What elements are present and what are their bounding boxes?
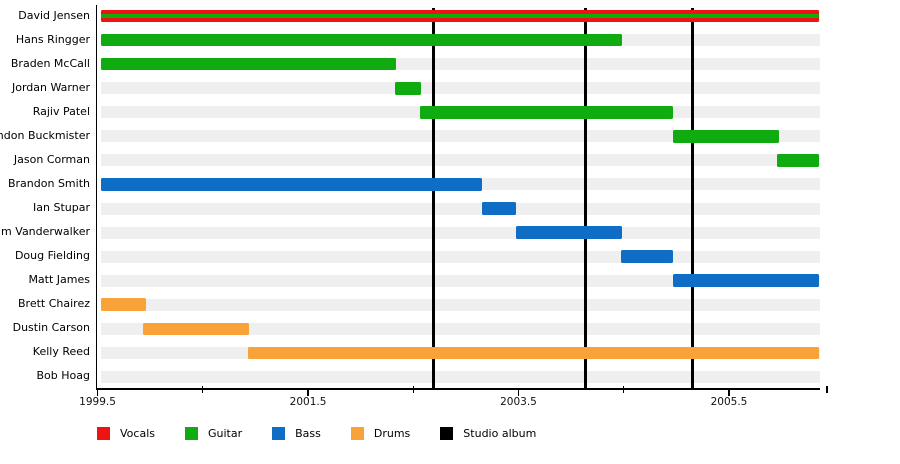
member-track (100, 274, 820, 287)
member-track (100, 82, 820, 95)
album-line (690, 8, 694, 389)
legend-label: Guitar (207, 427, 243, 440)
member-bar-bass (620, 250, 674, 263)
member-label: Brandon Smith (7, 176, 90, 190)
member-bar-bass (673, 274, 820, 287)
x-axis-tick-label: 1999.5 (79, 396, 116, 408)
x-axis-tick (728, 389, 730, 396)
member-label: Jason Corman (13, 152, 90, 166)
member-bar-guitar (100, 33, 622, 47)
member-bar-guitar (100, 57, 397, 71)
member-label: Brett Chairez (18, 297, 90, 311)
member-track (100, 226, 820, 239)
member-label: Ian Stupar (33, 201, 90, 215)
member-label: Hans Ringger (15, 32, 90, 46)
member-track (100, 202, 820, 215)
member-track (100, 250, 820, 263)
x-axis-line (95, 388, 821, 390)
member-bar-drums (142, 322, 250, 336)
legend-label: Drums (373, 427, 411, 440)
member-bar-drums (248, 346, 820, 360)
legend-item: Studio album (440, 427, 536, 440)
member-label: Dustin Carson (12, 321, 90, 335)
member-label: Rajiv Patel (32, 104, 90, 118)
member-label: Tim Vanderwalker (0, 225, 90, 239)
x-axis-tick-label: 2003.5 (500, 396, 537, 408)
x-axis-tick (517, 389, 520, 396)
y-axis-line (95, 5, 98, 389)
member-label: Doug Fielding (14, 249, 90, 263)
legend-swatch-guitar (184, 427, 198, 440)
member-track (100, 298, 820, 311)
member-label: Bob Hoag (36, 369, 90, 383)
member-track (100, 322, 820, 335)
member-bar-guitar (777, 154, 820, 167)
member-label: Kelly Reed (32, 345, 90, 359)
legend-item: Vocals (97, 427, 155, 440)
member-bar-bass (516, 226, 622, 239)
x-axis-tick-label: 2001.5 (289, 396, 327, 408)
member-bar-drums (100, 298, 146, 312)
legend-swatch-drums (350, 427, 364, 440)
x-axis-minor-tick (202, 386, 204, 393)
legend-item: Drums (350, 427, 411, 440)
legend-label: Vocals (120, 427, 155, 440)
member-bar-guitar (419, 105, 674, 119)
legend-swatch-bass (272, 427, 286, 440)
member-track (100, 154, 820, 167)
member-bar-guitar (395, 81, 421, 95)
legend-swatch-vocals (97, 427, 110, 440)
album-line (584, 8, 588, 389)
member-bar-bass (481, 202, 517, 215)
x-axis-tick (96, 389, 99, 396)
member-label: Braden McCall (10, 56, 90, 70)
member-bar-guitar (100, 13, 820, 19)
legend-item: Bass (272, 427, 321, 440)
x-axis-minor-tick (412, 386, 414, 393)
member-track (100, 370, 820, 383)
member-label: Brandon Buckmister (0, 128, 90, 142)
x-axis-minor-tick (623, 386, 625, 393)
x-axis-tick (307, 389, 309, 396)
legend: Vocals Guitar Bass Drums Studio album (97, 427, 566, 440)
album-line (431, 8, 435, 389)
member-label: Matt James (28, 273, 90, 287)
legend-label: Studio album (463, 427, 537, 440)
legend-item: Guitar (184, 427, 243, 440)
x-axis-tick-label: 2005.5 (710, 396, 748, 408)
member-bar-guitar (673, 130, 780, 143)
member-label: Jordan Warner (12, 80, 90, 94)
member-bar-bass (100, 178, 482, 191)
member-label: David Jensen (18, 8, 90, 22)
x-axis-minor-tick (826, 386, 828, 393)
legend-label: Bass (295, 427, 321, 440)
member-track (100, 130, 820, 143)
legend-swatch-album (440, 427, 454, 440)
